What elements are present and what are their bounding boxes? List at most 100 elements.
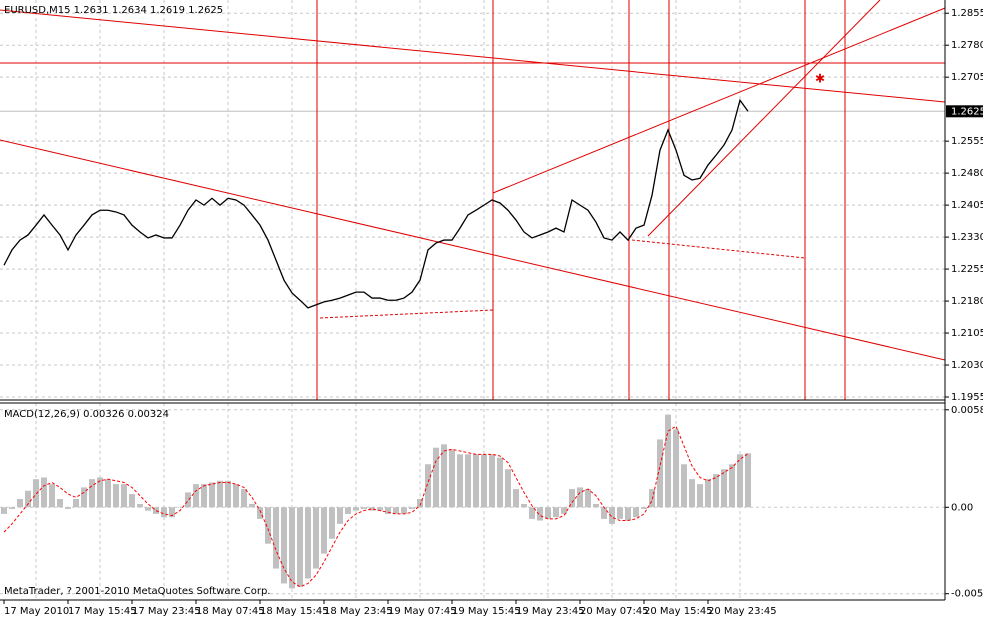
y-tick-label: 1.2855: [951, 8, 983, 19]
chart-title: EURUSD,M15 1.2631 1.2634 1.2619 1.2625: [4, 5, 223, 16]
y-tick-label: 1.2030: [951, 360, 983, 371]
histogram-bar: [681, 464, 687, 508]
histogram-bar: [617, 507, 623, 519]
histogram-bar: [105, 479, 111, 508]
histogram-bar: [441, 444, 447, 508]
histogram-bar: [593, 503, 599, 508]
histogram-bar: [521, 503, 527, 508]
histogram-bar: [33, 479, 39, 508]
histogram-bar: [385, 507, 391, 514]
histogram-bar: [129, 494, 135, 508]
x-tick-label: 18 May 15:45: [260, 606, 329, 617]
histogram-bar: [649, 489, 655, 508]
histogram-bar: [313, 507, 319, 569]
histogram-bar: [633, 507, 639, 518]
histogram-bar: [73, 499, 79, 508]
x-tick-label: 20 May 15:45: [644, 606, 713, 617]
histogram-bar: [433, 447, 439, 508]
y-tick-label: 1.2555: [951, 136, 983, 147]
trend-line: [647, 0, 881, 237]
dashed-line: [631, 239, 806, 259]
histogram-bar: [601, 507, 607, 519]
histogram-bar: [57, 499, 63, 508]
histogram-bar: [409, 507, 415, 509]
histogram-bar: [721, 469, 727, 508]
signal-line: [3, 425, 749, 588]
x-tick-label: 17 May 23:45: [132, 606, 201, 617]
histogram-bar: [241, 489, 247, 508]
x-tick-label: 20 May 23:45: [708, 606, 777, 617]
histogram-bar: [41, 477, 47, 508]
trend-line: [492, 7, 946, 194]
histogram-bar: [65, 507, 71, 509]
histogram-bar: [177, 507, 183, 508]
histogram-bar: [465, 454, 471, 508]
histogram-bar: [289, 507, 295, 589]
histogram-bar: [529, 507, 535, 519]
histogram-bar: [161, 507, 167, 518]
y-tick-label: 1.2180: [951, 296, 983, 307]
histogram-bar: [449, 449, 455, 508]
histogram-bar: [729, 464, 735, 508]
histogram-bar: [81, 487, 87, 508]
trend-line: [0, 139, 946, 361]
histogram-bar: [657, 439, 663, 508]
x-tick-label: 17 May 2010: [4, 606, 69, 617]
drawing-objects: ✱: [0, 0, 946, 400]
histogram-bar: [569, 489, 575, 508]
y-tick-label: 1.2405: [951, 200, 983, 211]
histogram-bar: [553, 507, 559, 518]
histogram-bar: [1, 507, 7, 514]
x-tick-label: 17 May 15:45: [68, 606, 137, 617]
histogram-bar: [497, 457, 503, 508]
y-tick-label: 1.2255: [951, 264, 983, 275]
histogram-bar: [329, 507, 335, 539]
histogram-bar: [745, 453, 751, 508]
histogram-bar: [473, 454, 479, 508]
y-tick-label: 1.2105: [951, 328, 983, 339]
x-tick-label: 18 May 23:45: [324, 606, 393, 617]
histogram-bar: [121, 484, 127, 508]
histogram-bar: [505, 469, 511, 508]
histogram-bar: [169, 507, 175, 518]
histogram-bar: [17, 499, 23, 508]
histogram-bar: [697, 484, 703, 508]
y-tick-label: 1.2705: [951, 72, 983, 83]
histogram-bar: [369, 507, 375, 511]
histogram-bar: [265, 507, 271, 544]
histogram-bar: [89, 479, 95, 508]
last-price-label: 1.2625: [951, 106, 983, 117]
histogram-bar: [713, 474, 719, 508]
histogram-bar: [249, 503, 255, 508]
histogram-bar: [337, 507, 343, 524]
histogram-bar: [585, 489, 591, 508]
histogram-bar: [9, 507, 15, 509]
y-tick-label: 1.2780: [951, 40, 983, 51]
histogram-bar: [201, 484, 207, 508]
histogram-bar: [641, 507, 647, 509]
histogram-bar: [705, 479, 711, 508]
y-tick-label: 0.00: [951, 502, 973, 513]
arrow-marker: ✱: [815, 72, 825, 86]
histogram-bar: [625, 507, 631, 521]
last-price-box: [946, 105, 983, 118]
price-line: [3, 98, 749, 309]
histogram-bar: [25, 490, 31, 508]
histogram-bar: [145, 507, 151, 511]
y-tick-label: 1.2330: [951, 232, 983, 243]
histogram-bar: [689, 479, 695, 508]
histogram-bar: [481, 454, 487, 508]
y-tick-label: -0.00522: [951, 589, 983, 600]
histogram-bar: [257, 507, 263, 519]
histogram-bar: [233, 484, 239, 508]
histogram-bar: [545, 507, 551, 519]
histogram-bar: [537, 507, 543, 521]
histogram-bar: [225, 480, 231, 508]
histogram-bar: [513, 489, 519, 508]
grid: [0, 0, 945, 600]
histogram-bar: [153, 507, 159, 514]
histogram-bar: [577, 487, 583, 508]
y-tick-label: 1.2480: [951, 168, 983, 179]
